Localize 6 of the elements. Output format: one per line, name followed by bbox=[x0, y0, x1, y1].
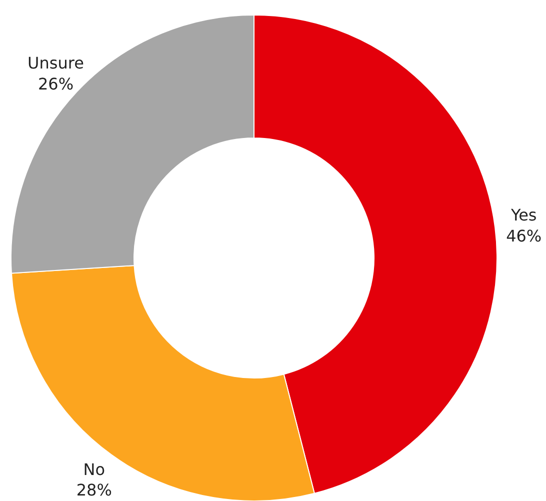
data-label: 26% bbox=[38, 74, 74, 94]
data-label: 28% bbox=[76, 480, 112, 500]
data-label: 46% bbox=[506, 226, 542, 246]
slice-label: No bbox=[83, 460, 106, 479]
slice-label: Unsure bbox=[28, 54, 84, 73]
slice-label: Yes bbox=[510, 206, 537, 225]
